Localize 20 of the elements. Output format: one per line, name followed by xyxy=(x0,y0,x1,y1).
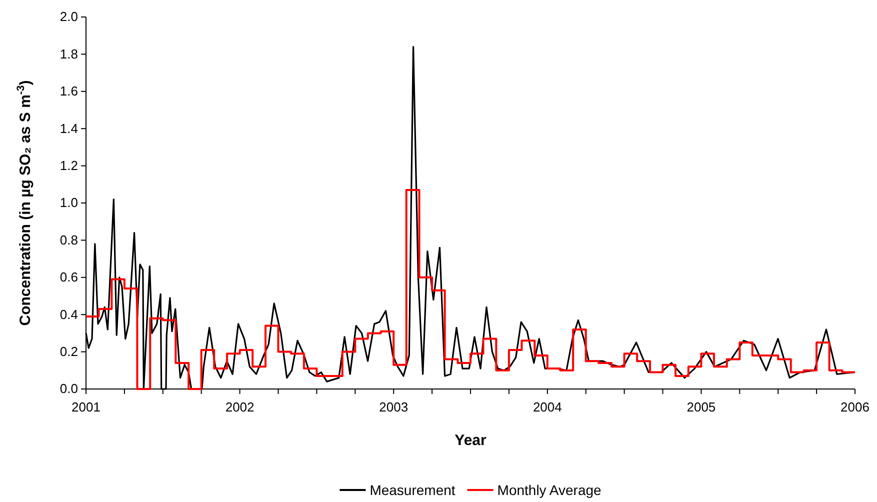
legend-label: Monthly Average xyxy=(497,482,602,498)
y-tick-label: 1.0 xyxy=(60,195,78,210)
y-tick-label: 1.6 xyxy=(60,84,78,99)
y-tick-label: 0.8 xyxy=(60,232,78,248)
x-tick-label: 2001 xyxy=(72,399,100,414)
y-tick-label: 1.8 xyxy=(60,46,78,62)
x-tick-label: 2004 xyxy=(532,399,562,414)
x-tick-label: 2002 xyxy=(225,399,254,414)
y-tick-label: 0.4 xyxy=(60,306,78,322)
y-tick-label: 0.2 xyxy=(60,344,78,359)
x-tick-label: 2003 xyxy=(379,399,408,414)
x-tick-label: 2006 xyxy=(840,399,870,414)
x-tick-label: 2005 xyxy=(686,399,716,414)
y-tick-label: 0.0 xyxy=(60,381,78,396)
x-axis-title: Year xyxy=(454,432,487,449)
y-tick-label: 0.6 xyxy=(60,270,78,285)
y-tick-label: 1.2 xyxy=(60,158,78,173)
y-tick-label: 1.4 xyxy=(60,120,78,136)
legend-label: Measurement xyxy=(370,482,456,498)
y-tick-label: 2.0 xyxy=(60,9,78,24)
